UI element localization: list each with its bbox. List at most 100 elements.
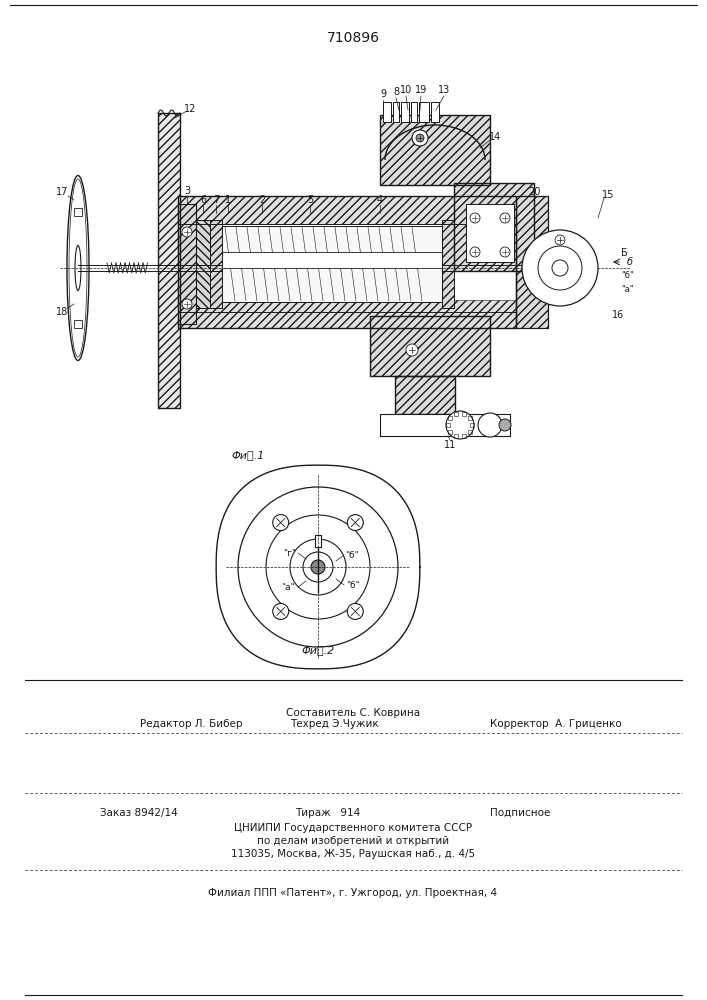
Text: "б": "б" — [345, 550, 359, 560]
Bar — [383, 102, 391, 122]
Bar — [454, 183, 534, 271]
Bar — [383, 102, 391, 122]
Text: 19: 19 — [415, 85, 427, 95]
Bar — [178, 300, 516, 328]
Bar — [370, 316, 490, 376]
Bar — [431, 102, 439, 122]
Ellipse shape — [69, 179, 87, 357]
Bar — [448, 416, 452, 420]
Ellipse shape — [67, 176, 89, 360]
Text: "а": "а" — [621, 286, 634, 294]
Bar — [419, 102, 429, 122]
Bar — [516, 196, 548, 328]
Text: 710896: 710896 — [327, 31, 380, 45]
Circle shape — [347, 515, 363, 531]
Circle shape — [470, 213, 480, 223]
Bar — [516, 196, 548, 328]
Circle shape — [552, 260, 568, 276]
Bar — [466, 204, 514, 262]
Circle shape — [412, 130, 428, 146]
Text: Корректор  А. Гриценко: Корректор А. Гриценко — [490, 719, 621, 729]
Text: 7: 7 — [213, 195, 219, 205]
Circle shape — [266, 515, 370, 619]
Text: 4: 4 — [377, 195, 383, 205]
Bar — [468, 430, 472, 434]
Bar — [454, 183, 534, 271]
Text: 12: 12 — [184, 104, 196, 114]
Bar — [196, 220, 210, 308]
Bar — [411, 102, 417, 122]
Text: "б": "б" — [346, 580, 360, 589]
Text: 16: 16 — [612, 310, 624, 320]
Bar — [178, 204, 196, 324]
Circle shape — [303, 552, 333, 582]
Text: 9: 9 — [380, 89, 386, 99]
Text: "г": "г" — [284, 548, 296, 558]
Circle shape — [538, 246, 582, 290]
Circle shape — [290, 539, 346, 595]
Bar — [442, 220, 454, 308]
Text: Филиал ППП «Патент», г. Ужгород, ул. Проектная, 4: Филиал ППП «Патент», г. Ужгород, ул. Про… — [209, 888, 498, 898]
Bar — [468, 416, 472, 420]
Circle shape — [311, 560, 325, 574]
Text: "б": "б" — [621, 270, 634, 279]
Bar — [158, 113, 180, 408]
Bar — [455, 434, 458, 438]
Bar — [446, 423, 450, 427]
Bar — [196, 220, 210, 308]
Circle shape — [470, 247, 480, 257]
Bar — [178, 196, 516, 328]
Bar — [380, 115, 490, 185]
Bar — [158, 113, 180, 408]
Text: 3: 3 — [184, 186, 190, 196]
Circle shape — [238, 487, 398, 647]
Circle shape — [273, 515, 288, 531]
Text: по делам изобретений и открытий: по делам изобретений и открытий — [257, 836, 449, 846]
Text: ΦиⲚ.1: ΦиⲚ.1 — [231, 450, 264, 460]
Bar — [222, 226, 442, 302]
Circle shape — [478, 413, 502, 437]
Circle shape — [416, 134, 424, 142]
Text: Заказ 8942/14: Заказ 8942/14 — [100, 808, 177, 818]
Bar — [395, 376, 455, 414]
Bar — [178, 196, 516, 224]
Text: 1: 1 — [225, 195, 231, 205]
Bar — [178, 204, 196, 324]
Text: Техред Э.Чужик: Техред Э.Чужик — [290, 719, 379, 729]
Bar — [380, 115, 490, 185]
Bar — [462, 434, 466, 438]
Circle shape — [406, 344, 418, 356]
Circle shape — [500, 213, 510, 223]
Text: 11: 11 — [444, 440, 456, 450]
Bar — [419, 102, 429, 122]
Text: ΦиⲚ.2: ΦиⲚ.2 — [301, 645, 334, 655]
Circle shape — [522, 230, 598, 306]
Text: 6: 6 — [200, 195, 206, 205]
Circle shape — [182, 227, 192, 237]
Bar — [401, 102, 409, 122]
Text: Редактор Л. Бибер: Редактор Л. Бибер — [140, 719, 243, 729]
Text: 2: 2 — [259, 195, 265, 205]
Text: 5: 5 — [307, 195, 313, 205]
Text: 13: 13 — [438, 85, 450, 95]
Text: ЦНИИПИ Государственного комитета СССР: ЦНИИПИ Государственного комитета СССР — [234, 823, 472, 833]
Text: Тираж   914: Тираж 914 — [295, 808, 361, 818]
Bar — [395, 376, 455, 414]
Bar — [448, 430, 452, 434]
Text: б: б — [627, 257, 633, 267]
Bar — [74, 208, 82, 216]
Text: Составитель С. Коврина: Составитель С. Коврина — [286, 708, 420, 718]
Circle shape — [499, 419, 511, 431]
Text: 113035, Москва, Ж-35, Раушская наб., д. 4/5: 113035, Москва, Ж-35, Раушская наб., д. … — [231, 849, 475, 859]
Bar — [462, 412, 466, 416]
Text: 10: 10 — [400, 85, 412, 95]
Bar — [315, 535, 321, 547]
Bar — [210, 220, 222, 308]
Text: 20: 20 — [528, 187, 540, 197]
Bar — [380, 414, 430, 436]
Ellipse shape — [75, 245, 81, 290]
Bar — [222, 252, 442, 268]
Bar — [393, 102, 399, 122]
Bar — [210, 220, 222, 308]
Text: "а": "а" — [281, 582, 295, 591]
